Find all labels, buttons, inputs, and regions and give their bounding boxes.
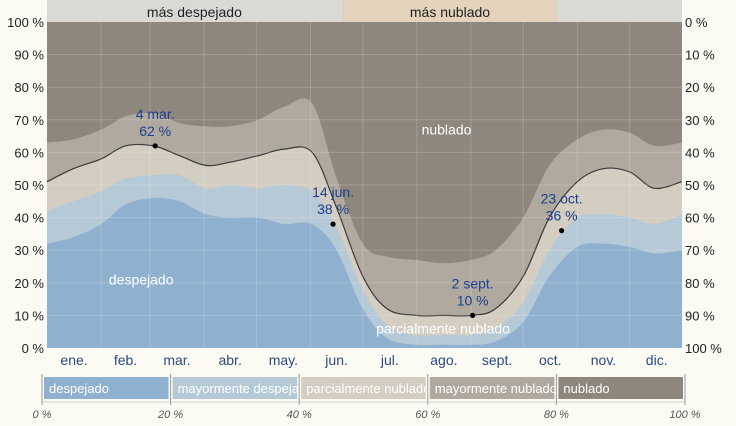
y-tick-right: 70 % [685,243,715,258]
legend-pct-label: 20 % [157,409,183,421]
month-label: may. [269,352,298,368]
x-axis-months: ene. feb. mar. abr. may. jun. jul. ago. sept. oct… [60,352,667,368]
legend-pct-label: 60 % [415,409,440,421]
y-axis-left: 0 % 10 % 20 % 30 % 40 % 50 % 60 % 70 % 80 % 90 % 1… [7,15,44,356]
top-band-label: más nublado [410,4,490,20]
y-tick-left: 60 % [14,145,44,160]
y-tick-right: 100 % [685,341,722,356]
annotation-value: 62 % [139,123,171,139]
month-label: mar. [163,352,190,368]
y-tick-left: 80 % [14,80,44,95]
y-tick-right: 0 % [685,15,708,30]
legend-label: mayormente despejado [178,381,314,396]
y-tick-right: 60 % [685,211,715,226]
month-label: sept. [482,352,512,368]
annotation-value: 36 % [546,208,578,224]
legend-label: parcialmente nublado [306,381,430,396]
legend: despejado mayormente despejadoparcialment… [33,374,701,421]
month-label: dic. [646,352,668,368]
top-bands: más despejado más nublado [47,0,682,22]
legend-pct-label: 100 % [669,409,700,421]
y-tick-right: 20 % [685,80,715,95]
area-despejado [47,197,682,348]
gridlines [47,22,682,348]
top-band [47,0,342,22]
y-tick-right: 40 % [685,145,715,160]
legend-label: mayormente nublado [435,381,557,396]
month-label: nov. [591,352,616,368]
legend-swatch [44,377,169,399]
y-tick-left: 20 % [14,276,44,291]
month-label: abr. [218,352,241,368]
y-tick-left: 10 % [14,308,44,323]
legend-label: nublado [563,381,609,396]
annotation-value: 38 % [317,201,349,217]
top-band-label: más despejado [147,4,242,20]
annotation-point [559,228,565,234]
y-tick-left: 70 % [14,113,44,128]
annotation-date: 4 mar. [136,106,175,122]
region-labels: nublado despejado parcialmente nublado [109,122,510,337]
month-label: jul. [380,352,399,368]
legend-swatch [429,377,555,399]
month-label: feb. [114,352,137,368]
top-band [341,0,559,22]
month-label: ago. [430,352,457,368]
y-tick-right: 50 % [685,178,715,193]
top-band [558,0,682,22]
cloud-areas [46,22,683,348]
y-tick-right: 80 % [685,276,715,291]
legend-pct-label: 40 % [287,409,312,421]
legend-swatch [301,377,426,399]
legend-pct-label: 80 % [544,409,569,421]
month-label: jun. [324,352,348,368]
annotation-date: 2 sept. [452,275,494,291]
y-tick-left: 90 % [14,48,44,63]
legend-swatch [558,377,683,399]
y-tick-left: 50 % [14,178,44,193]
y-tick-left: 40 % [14,211,44,226]
legend-swatch [172,377,298,399]
region-label: parcialmente nublado [376,320,510,336]
legend-pct-label: 0 % [33,409,52,421]
region-label: nublado [422,122,472,138]
annotation-date: 14 jun. [312,184,354,200]
y-tick-left: 100 % [7,15,44,30]
y-tick-right: 10 % [685,48,715,63]
annotation-point [470,312,476,318]
y-tick-right: 30 % [685,113,715,128]
annotation-date: 23 oct. [541,191,583,207]
annotations: 4 mar.62 % 14 jun.38 % 2 sept.10 % 23 oct.3… [136,106,583,318]
annotation-value: 10 % [457,292,489,308]
annotation-point [330,221,336,227]
annotation-point [152,143,158,149]
region-label: despejado [109,272,174,288]
y-tick-left: 0 % [22,341,45,356]
month-label: ene. [60,352,87,368]
y-tick-left: 30 % [14,243,44,258]
legend-label: despejado [49,381,109,396]
y-axis-right: 100 % 90 % 80 % 70 % 60 % 50 % 40 % 30 % 20 % 10 … [685,15,722,356]
month-label: oct. [539,352,562,368]
y-tick-right: 90 % [685,308,715,323]
